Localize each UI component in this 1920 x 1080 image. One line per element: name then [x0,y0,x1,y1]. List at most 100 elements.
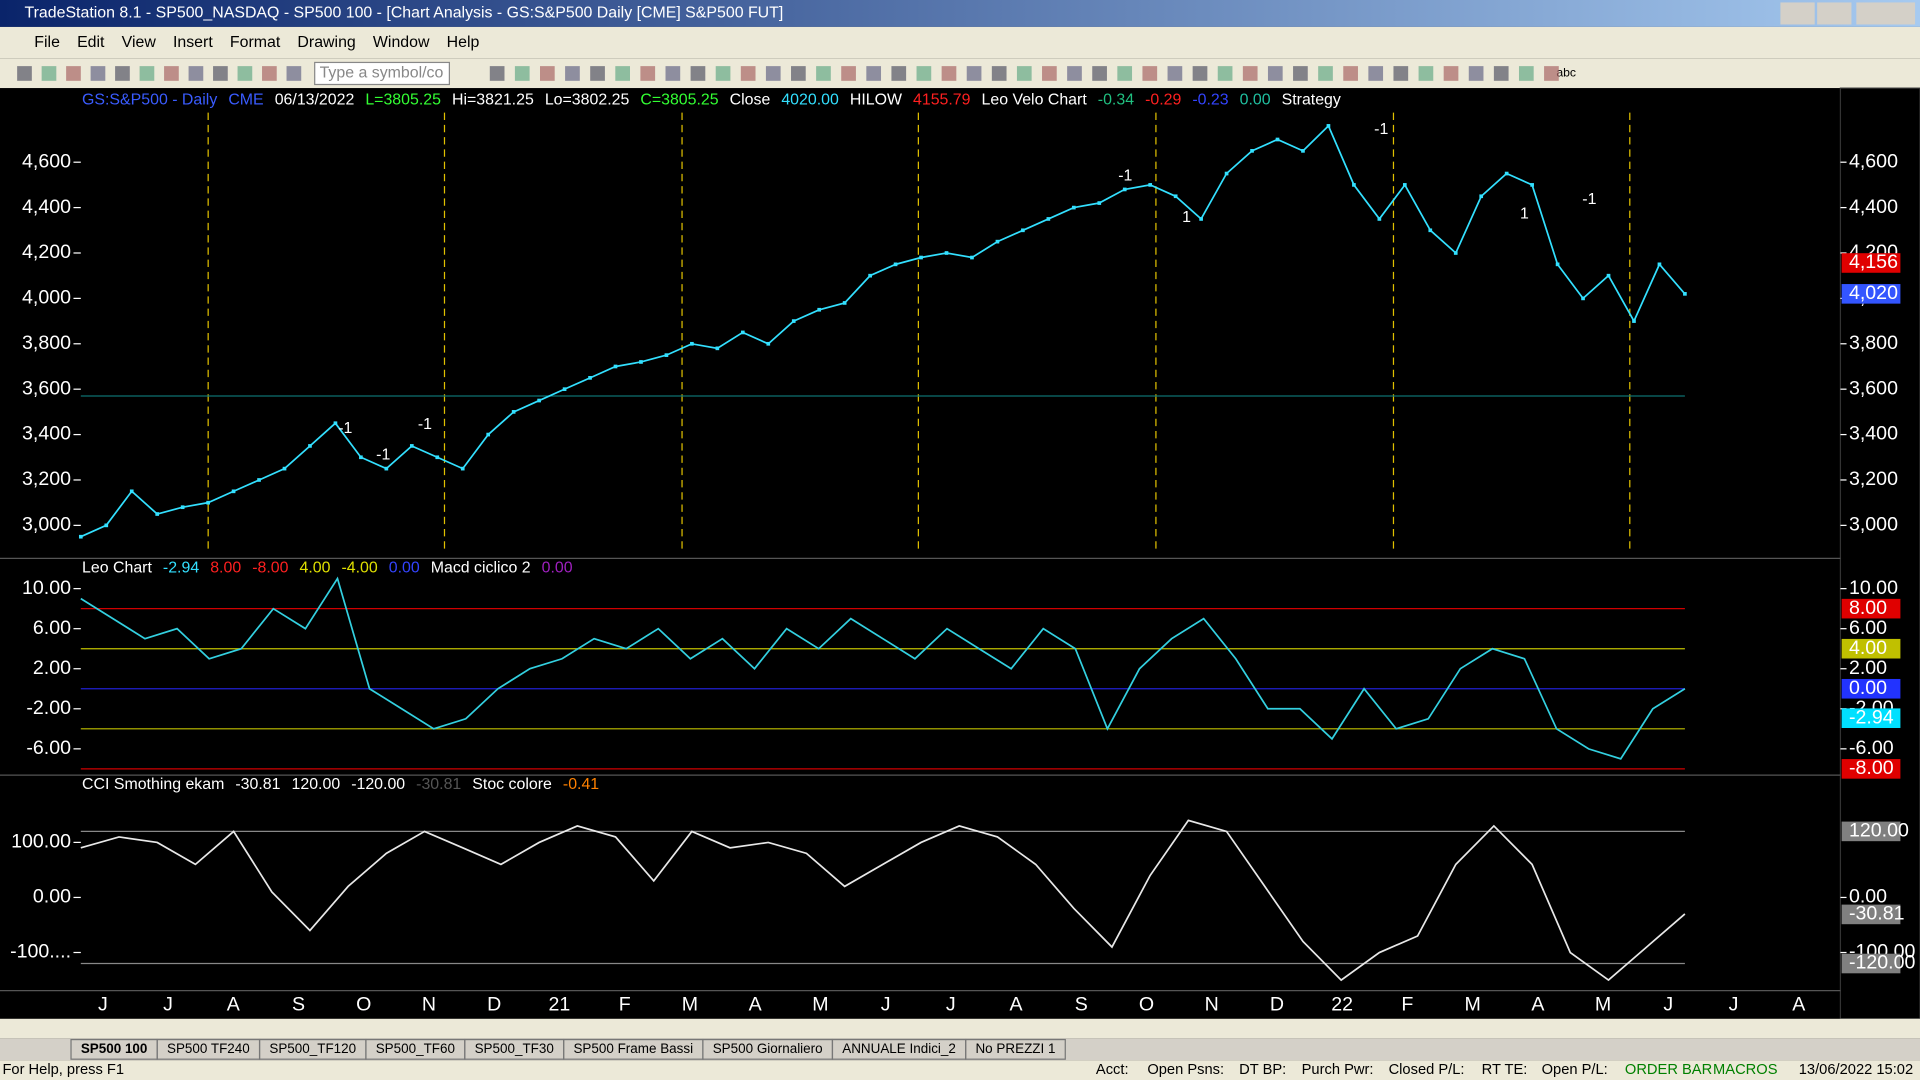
y-tick-label: 6.00 [33,617,71,639]
toolbar-icon[interactable] [1443,66,1459,81]
toolbar-icon[interactable] [1267,66,1283,81]
menu-item[interactable]: Insert [173,34,213,51]
toolbar-icon[interactable] [213,66,228,81]
toolbar-icon[interactable] [1468,66,1484,81]
tab[interactable]: SP500 100 [81,1041,148,1056]
toolbar-icon[interactable] [188,66,204,81]
toolbar-icon[interactable] [41,66,57,81]
menu-item[interactable]: Edit [77,34,105,51]
price-dot [970,255,974,260]
price-dot [155,512,160,516]
toolbar-icon[interactable] [1016,66,1032,81]
status-text: Purch Pwr: [1302,1062,1374,1078]
toolbar-icon[interactable] [640,66,656,81]
toolbar-icon[interactable] [791,66,806,81]
toolbar-icon[interactable] [164,66,179,81]
status-text: DT BP: [1239,1062,1286,1078]
tab-bar [0,1038,1920,1061]
scrollbar[interactable] [0,1018,1920,1039]
price-dot [1453,251,1458,255]
panel-header: -0.41 [563,776,599,793]
tab[interactable]: SP500_TF120 [269,1041,356,1056]
tab-outline[interactable] [965,1038,1066,1060]
y-tick-label: 100.00 [11,831,71,853]
toolbar-icon[interactable] [1343,66,1358,81]
toolbar-icon[interactable] [1293,66,1308,81]
toolbar-icon[interactable] [1167,66,1183,81]
menu-item[interactable]: Help [447,34,480,51]
toolbar-icon[interactable] [1393,66,1409,81]
toolbar-icon[interactable] [941,66,957,81]
toolbar-icon[interactable] [615,66,630,81]
toolbar-icon[interactable] [1493,66,1509,81]
price-dot [766,341,771,346]
toolbar-icon[interactable] [891,66,907,81]
toolbar-icon[interactable] [1192,66,1208,81]
toolbar-icon[interactable] [1418,66,1434,81]
toolbar-icon[interactable] [1142,66,1158,81]
toolbar-icon[interactable] [1368,66,1384,81]
toolbar-icon[interactable] [237,66,253,81]
y-tick-label: 3,200 [22,468,71,490]
menu-item[interactable]: Format [230,34,281,51]
close-button[interactable] [1856,2,1916,25]
price-dot [715,346,720,351]
toolbar-icon[interactable] [916,66,932,81]
toolbar-icon[interactable] [1092,66,1107,81]
toolbar-icon[interactable] [514,66,530,81]
text-tool[interactable]: abc [1556,66,1576,80]
toolbar-icon[interactable] [540,66,555,81]
tab[interactable]: ANNUALE Indici_2 [842,1041,956,1056]
right-tick-label: 2.00 [1849,657,1887,679]
panel-header: Macd ciclico 2 [431,559,531,576]
toolbar-icon[interactable] [966,66,982,81]
toolbar-icon[interactable] [115,66,130,81]
toolbar-icon[interactable] [262,66,277,81]
tab[interactable]: SP500 Giornaliero [713,1041,823,1056]
price-dot [1402,183,1407,187]
tab[interactable]: SP500 TF240 [167,1041,250,1056]
toolbar-icon[interactable] [1518,66,1534,81]
minimize-button[interactable] [1780,2,1815,25]
toolbar-icon[interactable] [1042,66,1057,81]
toolbar-icon[interactable] [489,66,505,81]
toolbar-icon[interactable] [841,66,856,81]
tab[interactable]: SP500_TF60 [376,1041,455,1056]
toolbar-icon[interactable] [1318,66,1333,81]
toolbar-icon[interactable] [1217,66,1233,81]
toolbar-icon[interactable] [139,66,155,81]
x-tick-label: A [749,993,763,1015]
y-tick-label: 4,000 [22,287,71,309]
toolbar-icon[interactable] [66,66,81,81]
value-badge [1841,759,1901,779]
toolbar-icon[interactable] [1544,66,1559,81]
toolbar-icon[interactable] [765,66,781,81]
symbol-placeholder: Type a symbol/co [320,65,444,82]
maximize-button[interactable] [1817,2,1852,25]
toolbar-icon[interactable] [17,66,32,81]
tab[interactable]: SP500 Frame Bassi [573,1041,693,1056]
toolbar-icon[interactable] [90,66,106,81]
tab[interactable]: SP500_TF30 [475,1041,554,1056]
tab[interactable]: No PREZZI 1 [975,1041,1055,1056]
toolbar-icon[interactable] [565,66,580,81]
toolbar-icon[interactable] [866,66,882,81]
symbol-box[interactable] [314,61,450,86]
menu-item[interactable]: View [122,34,157,51]
toolbar-icon[interactable] [1242,66,1258,81]
panel-header: C=3805.25 [640,92,718,109]
menu-item[interactable]: File [34,34,60,51]
toolbar-icon[interactable] [816,66,831,81]
toolbar-icon[interactable] [590,66,605,81]
toolbar-icon[interactable] [1117,66,1133,81]
toolbar-icon[interactable] [740,66,756,81]
toolbar-icon[interactable] [1067,66,1082,81]
toolbar-icon[interactable] [665,66,681,81]
menu-item[interactable]: Window [373,34,430,51]
toolbar-icon[interactable] [991,66,1007,81]
panel-header: 0.00 [389,559,420,576]
toolbar-icon[interactable] [690,66,706,81]
menu-item[interactable]: Drawing [297,34,355,51]
toolbar-icon[interactable] [286,66,302,81]
toolbar-icon[interactable] [715,66,731,81]
